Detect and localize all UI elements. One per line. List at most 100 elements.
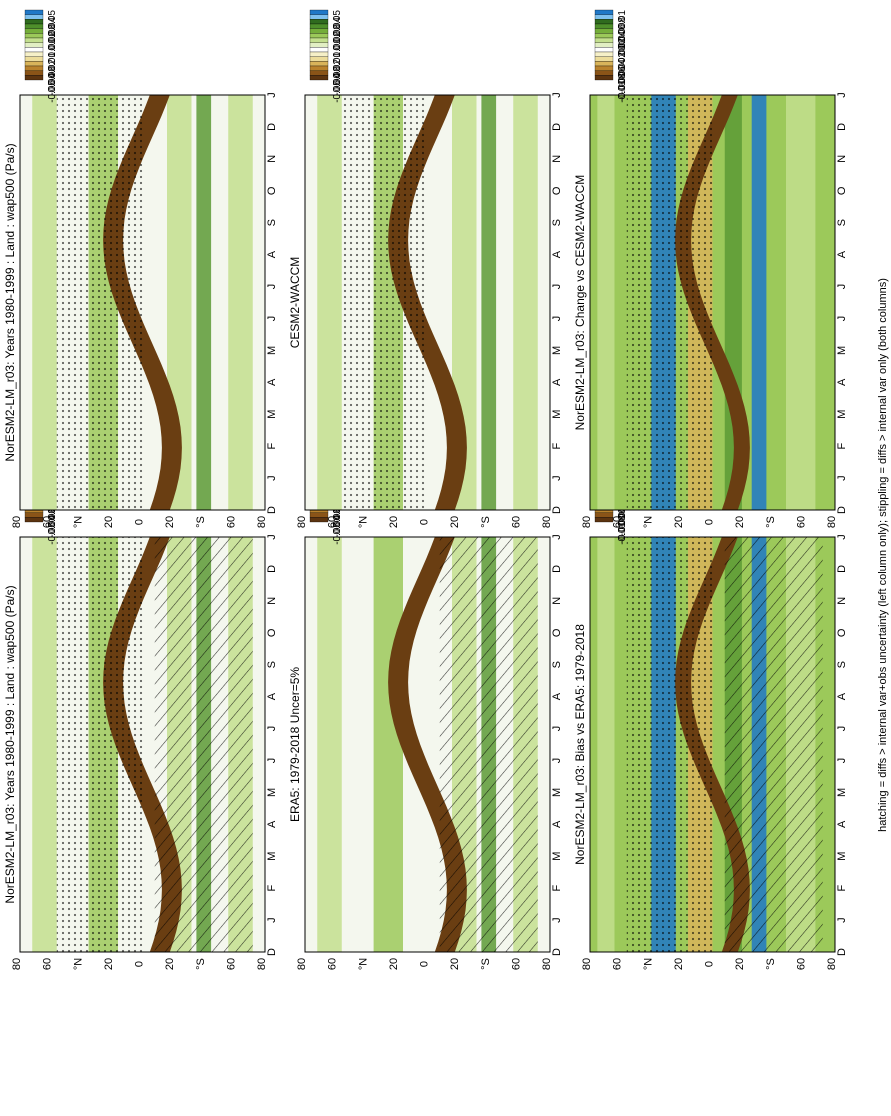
colorbar-label: -0.03 bbox=[332, 66, 343, 89]
lat-tick-label: 60 bbox=[612, 516, 624, 528]
colorbar-swatch bbox=[24, 51, 44, 57]
lat-tick-label: 20 bbox=[164, 958, 176, 970]
lat-tick-label: 20 bbox=[103, 958, 115, 970]
colorbar-swatch bbox=[309, 23, 329, 29]
panel-frame bbox=[304, 94, 551, 511]
lat-tick-label: °N bbox=[642, 516, 654, 528]
month-tick-label: J bbox=[266, 534, 278, 540]
colorbar-swatch bbox=[24, 512, 44, 518]
colorbar-label: -0.004 bbox=[617, 59, 628, 88]
month-tick-label: M bbox=[551, 852, 563, 861]
month-tick-label: S bbox=[266, 661, 278, 668]
lat-tick-label: 60 bbox=[795, 958, 807, 970]
panel-p5: 80 60 °N 20 0 20 °S 60 80 D J F M A M J J A S O N D J NorESM2-L… bbox=[573, 452, 848, 971]
month-tick-label: J bbox=[551, 534, 563, 540]
lat-tick-label: 20 bbox=[388, 516, 400, 528]
lat-tick-label: 60 bbox=[795, 516, 807, 528]
month-tick-label: A bbox=[551, 250, 563, 258]
panel-title: NorESM2-LM_r03: Years 1980-1999 : Land :… bbox=[3, 143, 17, 461]
panel-p3: 80 60 °N 20 0 20 °S 60 80 D J F M A M J J A S O N D J ERA5: 197… bbox=[288, 452, 563, 971]
lat-tick-label: 60 bbox=[225, 958, 237, 970]
lat-tick-label: 80 bbox=[826, 958, 838, 970]
month-tick-label: O bbox=[266, 186, 278, 195]
stippling-overlay bbox=[626, 95, 713, 510]
colorbar-swatch bbox=[594, 19, 614, 25]
lat-tick-label: °N bbox=[357, 516, 369, 528]
month-tick-label: A bbox=[266, 820, 278, 828]
colorbar-label: -0.04 bbox=[47, 73, 58, 96]
colorbar-swatch bbox=[24, 19, 44, 25]
lat-tick-label: 60 bbox=[327, 958, 339, 970]
colorbar-swatch bbox=[309, 42, 329, 48]
colorbar-swatch bbox=[24, 14, 44, 20]
colorbar-label: -0.006 bbox=[617, 66, 628, 95]
colorbar-label: 0.006 bbox=[617, 24, 628, 49]
colorbar-swatch bbox=[594, 512, 614, 518]
colorbar-label: -0.03 bbox=[47, 508, 58, 531]
lat-tick-label: 20 bbox=[388, 958, 400, 970]
month-tick-label: S bbox=[836, 661, 848, 668]
month-tick-label: A bbox=[836, 820, 848, 828]
colorbar-swatch bbox=[24, 33, 44, 39]
month-tick-label: M bbox=[266, 788, 278, 797]
colorbar-label: -0.05 bbox=[47, 80, 58, 103]
month-tick-label: A bbox=[266, 250, 278, 258]
colorbar-label: -0.03 bbox=[332, 508, 343, 531]
colorbar-label: -0.04 bbox=[332, 515, 343, 538]
month-tick-label: J bbox=[551, 92, 563, 98]
hatching-overlay bbox=[439, 537, 538, 952]
month-tick-label: J bbox=[836, 92, 848, 98]
contour-band bbox=[597, 537, 615, 952]
lat-tick-label: °N bbox=[357, 958, 369, 970]
month-tick-label: D bbox=[551, 565, 563, 573]
month-tick-label: J bbox=[551, 758, 563, 764]
colorbar-swatch bbox=[309, 75, 329, 81]
month-tick-label: N bbox=[266, 597, 278, 605]
lat-tick-label: °N bbox=[72, 958, 84, 970]
month-tick-label: J bbox=[551, 917, 563, 923]
lat-tick-label: 20 bbox=[164, 516, 176, 528]
lat-tick-label: 80 bbox=[541, 958, 553, 970]
month-tick-label: M bbox=[836, 346, 848, 355]
lat-tick-label: 80 bbox=[296, 958, 308, 970]
panel-p2: 80 60 °N 20 0 20 °S 60 80 D J F M A M J J A S O N D J NorESM2-L… bbox=[3, 10, 278, 529]
month-tick-label: A bbox=[551, 378, 563, 386]
month-tick-label: M bbox=[266, 852, 278, 861]
colorbar-label: -0.02 bbox=[332, 501, 343, 524]
colorbar-label: 0.03 bbox=[47, 24, 58, 44]
stippling-overlay bbox=[56, 537, 143, 952]
panel-title: CESM2-WACCM bbox=[288, 257, 302, 349]
lat-tick-label: °N bbox=[642, 958, 654, 970]
lat-tick-label: 0 bbox=[419, 519, 431, 525]
colorbar-swatch bbox=[309, 512, 329, 518]
panel-frame bbox=[19, 94, 266, 511]
month-tick-label: J bbox=[836, 316, 848, 322]
month-tick-label: N bbox=[551, 597, 563, 605]
lat-tick-label: °S bbox=[480, 516, 492, 528]
month-tick-label: D bbox=[551, 506, 563, 514]
month-tick-label: A bbox=[551, 692, 563, 700]
colorbar-swatch bbox=[309, 517, 329, 523]
month-tick-label: S bbox=[836, 219, 848, 226]
month-tick-label: J bbox=[266, 92, 278, 98]
month-tick-label: N bbox=[836, 155, 848, 163]
colorbar-label: -0.008 bbox=[617, 515, 628, 544]
lat-tick-label: 80 bbox=[826, 516, 838, 528]
month-tick-label: F bbox=[266, 885, 278, 892]
lat-tick-label: °S bbox=[195, 958, 207, 970]
month-tick-label: J bbox=[266, 726, 278, 732]
month-tick-label: D bbox=[266, 123, 278, 131]
colorbar-swatch bbox=[309, 61, 329, 67]
month-tick-label: J bbox=[551, 316, 563, 322]
colorbar-label: 0.02 bbox=[332, 31, 343, 51]
colorbar-label: 0.004 bbox=[617, 31, 628, 56]
month-tick-label: O bbox=[551, 186, 563, 195]
month-tick-label: D bbox=[266, 565, 278, 573]
month-tick-label: M bbox=[551, 410, 563, 419]
month-tick-label: J bbox=[836, 284, 848, 290]
colorbar-swatch bbox=[24, 42, 44, 48]
lat-tick-label: °S bbox=[765, 516, 777, 528]
contour-band bbox=[513, 95, 538, 510]
lat-tick-label: 20 bbox=[103, 516, 115, 528]
lat-tick-label: 0 bbox=[704, 961, 716, 967]
